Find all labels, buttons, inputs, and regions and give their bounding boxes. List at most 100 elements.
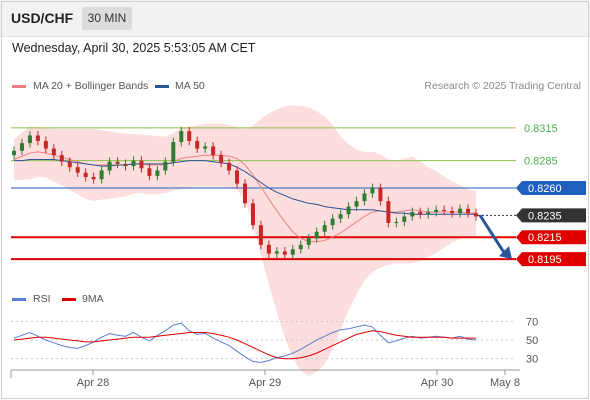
rsi-legend-label: RSI xyxy=(33,293,51,305)
symbol-label: USD/CHF xyxy=(11,10,74,26)
candle-body xyxy=(227,162,232,171)
candle xyxy=(59,150,64,167)
candle-body xyxy=(155,170,160,176)
candle-body xyxy=(306,238,311,245)
candle-body xyxy=(139,160,144,169)
candle-body xyxy=(19,143,24,151)
candle-body xyxy=(75,167,80,173)
candle-body xyxy=(466,208,471,214)
bollinger-band-layer xyxy=(14,105,476,376)
candle xyxy=(426,207,431,219)
candle xyxy=(139,156,144,173)
candle xyxy=(474,208,478,221)
candle xyxy=(243,179,247,208)
candle-body xyxy=(27,135,32,144)
candle-body xyxy=(203,146,208,149)
candle-body xyxy=(410,212,415,217)
x-tick-label: Apr 29 xyxy=(249,377,281,389)
candle xyxy=(290,244,295,260)
candle xyxy=(322,220,327,237)
rsi-tick-70: 70 xyxy=(526,316,538,328)
candle-body xyxy=(235,170,240,184)
bollinger-band xyxy=(14,105,476,376)
candle xyxy=(434,205,439,217)
rsi-tick-50: 50 xyxy=(526,335,538,347)
candle-body xyxy=(322,225,327,232)
candle xyxy=(131,156,136,171)
forecast-arrow-shaft xyxy=(478,214,507,255)
candle xyxy=(402,212,407,227)
candle-body xyxy=(131,160,136,167)
candles-layer xyxy=(12,126,478,260)
candle xyxy=(354,196,359,211)
candle-body xyxy=(179,131,184,143)
candle-body xyxy=(115,161,120,164)
candle-body xyxy=(458,208,463,214)
ma50-line xyxy=(14,159,476,215)
ma20-legend-label: MA 20 + Bollinger Bands xyxy=(33,80,149,92)
candle xyxy=(386,196,391,228)
candle xyxy=(35,131,40,146)
candle xyxy=(442,205,447,216)
candle xyxy=(418,207,423,219)
candle xyxy=(282,247,287,260)
rsi-ma-legend-label: 9MA xyxy=(82,293,104,305)
candle-body xyxy=(51,148,56,156)
candle-body xyxy=(402,216,407,222)
ma20-legend-swatch xyxy=(12,85,26,88)
candle-body xyxy=(386,201,391,223)
candle xyxy=(99,166,104,184)
candle xyxy=(75,162,80,178)
candle xyxy=(274,247,279,258)
candle xyxy=(394,217,399,228)
candle xyxy=(171,137,176,167)
candle-body xyxy=(394,221,399,223)
candle-body xyxy=(187,131,192,141)
candle xyxy=(163,157,168,175)
candle xyxy=(362,189,367,206)
ma50-legend-swatch xyxy=(155,85,169,88)
candle-body xyxy=(282,251,287,255)
level-tag-0.8260 xyxy=(516,180,586,195)
candle-body xyxy=(219,155,224,163)
candle-body xyxy=(298,244,303,250)
candle xyxy=(211,142,216,160)
rsi-legend-swatch xyxy=(12,298,26,301)
candle xyxy=(203,142,208,153)
candle-body xyxy=(338,214,343,219)
candle xyxy=(179,126,184,147)
level-label-0.8285: 0.8285 xyxy=(524,156,558,168)
candle xyxy=(235,166,240,188)
price-levels-layer xyxy=(11,127,516,261)
candle-body xyxy=(266,244,271,254)
candle-body xyxy=(418,212,423,215)
candle-body xyxy=(67,161,72,168)
timeframe-badge[interactable]: 30 MIN xyxy=(82,7,132,30)
x-tick-label: Apr 30 xyxy=(421,377,453,389)
rsi-ma-legend-swatch xyxy=(62,298,76,301)
level-label-0.8215: 0.8215 xyxy=(528,232,562,244)
candle-body xyxy=(243,183,247,204)
x-tick-label: Apr 28 xyxy=(77,377,109,389)
candle-body xyxy=(370,187,375,194)
candle xyxy=(458,204,463,218)
candle xyxy=(450,206,455,218)
candle-body xyxy=(434,209,439,213)
candle xyxy=(330,214,335,230)
candle xyxy=(258,220,263,250)
candle xyxy=(298,240,303,254)
candle-body xyxy=(442,209,447,211)
candle xyxy=(155,166,160,181)
candle-body xyxy=(362,193,367,202)
rsi-ma-line xyxy=(13,330,476,360)
rsi-panel: 70 50 30 xyxy=(11,316,538,366)
candle xyxy=(19,138,24,156)
candle xyxy=(410,207,415,221)
candle xyxy=(147,163,152,181)
candle-body xyxy=(195,140,200,149)
candle xyxy=(123,159,128,171)
candle-body xyxy=(12,150,16,156)
candle-body xyxy=(35,135,40,141)
candle xyxy=(227,158,232,175)
candle xyxy=(219,150,224,168)
